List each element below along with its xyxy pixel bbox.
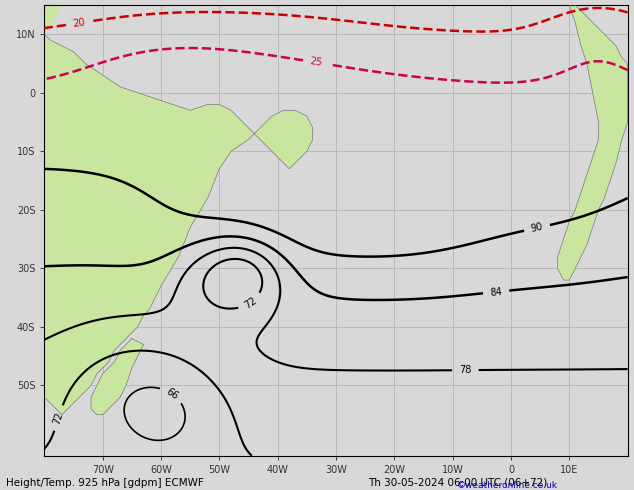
Text: 25: 25: [309, 56, 323, 69]
Text: 20: 20: [72, 17, 86, 29]
Polygon shape: [91, 339, 143, 415]
Text: Th 30-05-2024 06:00 UTC (06+72): Th 30-05-2024 06:00 UTC (06+72): [368, 478, 547, 488]
Text: 72: 72: [243, 295, 259, 310]
Text: 66: 66: [164, 386, 180, 401]
Text: ©weatheronline.co.uk: ©weatheronline.co.uk: [456, 481, 557, 490]
Text: 72: 72: [52, 411, 65, 425]
Polygon shape: [44, 5, 68, 34]
Polygon shape: [558, 5, 628, 280]
Text: Height/Temp. 925 hPa [gdpm] ECMWF: Height/Temp. 925 hPa [gdpm] ECMWF: [6, 478, 204, 488]
Text: 90: 90: [530, 221, 544, 234]
Polygon shape: [44, 34, 313, 415]
Text: 84: 84: [489, 286, 503, 297]
Text: 78: 78: [459, 365, 472, 375]
